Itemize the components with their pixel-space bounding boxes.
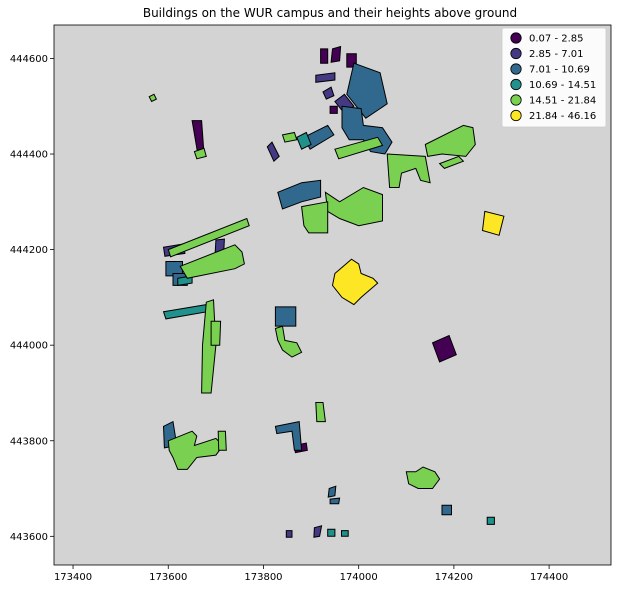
building-polygon bbox=[210, 320, 222, 346]
building-polygon bbox=[486, 516, 495, 525]
legend-label: 10.69 - 14.51 bbox=[529, 80, 596, 91]
building-polygon bbox=[277, 179, 322, 210]
building-polygon bbox=[301, 201, 329, 234]
building-polygon bbox=[330, 45, 342, 63]
building-polygon bbox=[167, 430, 224, 470]
y-tick-label: 444200 bbox=[10, 245, 48, 256]
building-polygon bbox=[274, 420, 303, 451]
legend-marker bbox=[510, 94, 522, 106]
building-polygon bbox=[266, 141, 280, 163]
building-polygon bbox=[313, 525, 323, 538]
legend-marker bbox=[510, 47, 522, 60]
plot-frame bbox=[53, 24, 612, 566]
building-polygon bbox=[296, 131, 312, 150]
legend: 0.07 - 2.85 2.85 - 7.01 7.01 - 10.69 10.69 … bbox=[501, 27, 607, 128]
legend-frame bbox=[501, 27, 607, 128]
legend-marker bbox=[510, 109, 522, 122]
building-polygon bbox=[327, 528, 336, 537]
x-tick-label: 173400 bbox=[54, 572, 92, 583]
y-tick-label: 443800 bbox=[10, 436, 48, 447]
x-tick-label: 174400 bbox=[530, 572, 568, 583]
building-polygon bbox=[324, 186, 383, 227]
building-polygon bbox=[193, 147, 207, 160]
building-polygon bbox=[481, 210, 505, 236]
x-tick-label: 173600 bbox=[149, 572, 187, 583]
y-tick-label: 443600 bbox=[10, 532, 48, 543]
legend-label: 14.51 - 21.84 bbox=[529, 96, 596, 107]
x-tick-label: 174000 bbox=[340, 572, 378, 583]
building-polygon bbox=[438, 155, 465, 169]
building-polygon bbox=[346, 62, 388, 119]
legend-marker bbox=[510, 32, 522, 44]
building-polygon bbox=[334, 136, 384, 160]
building-polygon bbox=[315, 72, 336, 83]
building-polygon bbox=[217, 430, 227, 451]
building-layer bbox=[148, 45, 505, 538]
y-tick-label: 444600 bbox=[10, 54, 48, 65]
building-polygon bbox=[148, 93, 158, 103]
building-polygon bbox=[322, 86, 335, 100]
building-polygon bbox=[441, 504, 452, 516]
building-polygon bbox=[285, 530, 293, 538]
building-polygon bbox=[320, 48, 329, 64]
building-polygon bbox=[327, 485, 337, 498]
y-tick-label: 444000 bbox=[10, 341, 48, 352]
legend-marker bbox=[510, 78, 522, 91]
building-polygon bbox=[167, 217, 250, 258]
x-axis: 173400 173600 173800 174000 174200 174400 bbox=[54, 565, 568, 583]
x-tick-label: 173800 bbox=[244, 572, 282, 583]
legend-label: 2.85 - 7.01 bbox=[529, 49, 584, 60]
building-polygon bbox=[431, 334, 457, 363]
building-polygon bbox=[281, 131, 298, 143]
building-polygon bbox=[424, 124, 476, 157]
legend-label: 0.07 - 2.85 bbox=[529, 34, 584, 45]
building-polygon bbox=[329, 105, 338, 114]
y-axis: 443600 443800 444000 444200 444400 444600 bbox=[10, 54, 54, 543]
legend-label: 7.01 - 10.69 bbox=[529, 65, 590, 76]
building-polygon bbox=[386, 153, 431, 188]
building-polygon bbox=[315, 402, 326, 423]
building-polygon bbox=[179, 244, 245, 279]
building-polygon bbox=[274, 306, 297, 327]
building-polygon bbox=[329, 497, 341, 505]
building-polygon bbox=[274, 325, 303, 358]
y-tick-label: 444400 bbox=[10, 150, 48, 161]
x-tick-label: 174200 bbox=[435, 572, 473, 583]
building-polygon bbox=[405, 466, 441, 489]
building-polygon bbox=[341, 530, 349, 537]
legend-label: 21.84 - 46.16 bbox=[529, 111, 596, 122]
building-polygon bbox=[331, 258, 379, 306]
legend-marker bbox=[510, 63, 522, 75]
map-title: Buildings on the WUR campus and their he… bbox=[143, 6, 517, 20]
